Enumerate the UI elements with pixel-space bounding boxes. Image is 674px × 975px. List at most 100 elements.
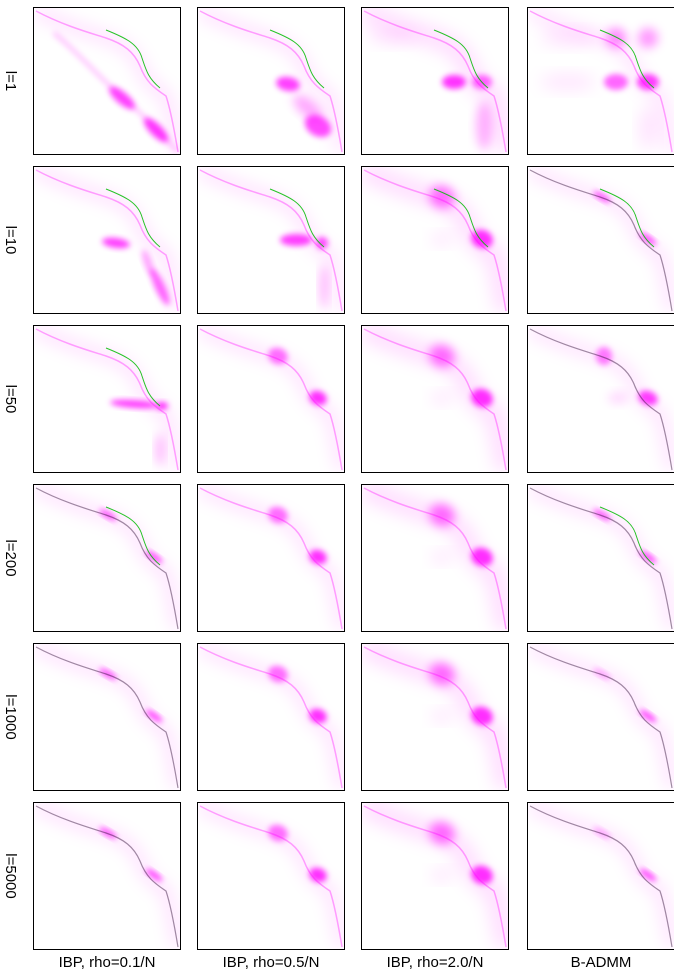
reference-curve: [599, 29, 655, 89]
density-plot: [528, 326, 674, 471]
plot-panel: [197, 643, 345, 791]
plot-panel: [33, 325, 181, 473]
mass-blob: [593, 191, 611, 203]
mass-blob: [309, 549, 327, 565]
haze-band: [198, 485, 344, 630]
mass-blob: [429, 344, 455, 368]
mass-blob: [639, 709, 657, 723]
plot-panel: [527, 166, 674, 314]
mass-blob: [110, 399, 158, 409]
mass-blob: [268, 506, 288, 524]
plot-panel: [361, 325, 509, 473]
haze-band: [198, 167, 344, 312]
haze-band: [34, 644, 180, 789]
transport-curve: [35, 646, 179, 789]
mass-blob: [102, 237, 130, 249]
plot-panel: [527, 802, 674, 950]
haze-band: [34, 326, 180, 471]
mass-blob: [99, 668, 117, 680]
transport-curve: [199, 646, 343, 789]
mass-blob: [268, 824, 288, 842]
mass-blob: [593, 668, 611, 680]
haze-band: [362, 167, 508, 313]
plot-panel: [33, 643, 181, 791]
density-plot: [528, 644, 674, 789]
reference-curve: [433, 29, 489, 89]
column-label: IBP, rho=0.1/N: [58, 954, 156, 971]
mass-blob: [540, 74, 596, 90]
mass-blob: [432, 869, 452, 881]
transport-curve: [529, 169, 673, 312]
density-plot: [34, 803, 180, 948]
row-label: l=200: [2, 539, 19, 577]
haze-band: [34, 167, 180, 312]
transport-curve: [35, 487, 179, 630]
transport-curve: [199, 487, 343, 630]
density-plot: [528, 167, 674, 312]
density-plot: [362, 485, 508, 631]
mass-blob: [141, 249, 155, 277]
mass-blob: [471, 706, 493, 726]
haze-band: [198, 644, 344, 789]
plot-panel: [33, 7, 181, 155]
plot-panel: [527, 7, 674, 155]
mass-blob: [604, 74, 628, 90]
haze-band: [362, 8, 508, 154]
mass-blob: [639, 868, 657, 882]
density-plot: [362, 8, 508, 154]
plot-panel: [197, 166, 345, 314]
mass-blob: [99, 827, 117, 839]
transport-curve: [199, 10, 343, 153]
mass-blob: [150, 268, 170, 306]
plot-panel: [361, 484, 509, 632]
transport-curve: [529, 646, 673, 789]
plot-panel: [527, 325, 674, 473]
mass-blob: [432, 710, 452, 722]
haze-band: [528, 485, 674, 630]
mass-blob: [156, 434, 164, 466]
column-label: B-ADMM: [570, 954, 632, 971]
reference-curve: [105, 506, 161, 566]
density-plot: [528, 8, 674, 153]
mass-blob: [471, 547, 493, 567]
density-plot: [34, 167, 180, 312]
plot-panel: [361, 166, 509, 314]
haze-band: [198, 803, 344, 948]
mass-blob: [276, 76, 300, 92]
reference-curve: [105, 29, 161, 89]
reference-curve: [433, 188, 489, 248]
reference-curve: [105, 347, 161, 407]
plot-panel: [33, 484, 181, 632]
reference-curve: [269, 188, 325, 248]
row-label: l=10: [2, 225, 19, 255]
mass-blob: [606, 28, 626, 48]
plot-panel: [197, 484, 345, 632]
mass-blob: [432, 551, 452, 563]
mass-blob: [540, 30, 596, 46]
mass-blob: [596, 347, 612, 365]
density-plot: [362, 803, 508, 949]
haze-band: [198, 326, 344, 471]
row-label: l=5000: [2, 853, 19, 899]
mass-blob: [442, 75, 466, 89]
haze-band: [362, 326, 508, 472]
column-label: IBP, rho=0.5/N: [222, 954, 320, 971]
row-label: l=1000: [2, 694, 19, 740]
density-plot: [34, 8, 180, 154]
mass-blob: [429, 185, 455, 209]
density-plot: [34, 326, 180, 471]
mass-blob: [432, 392, 452, 404]
mass-blob: [156, 402, 168, 410]
transport-curve: [363, 10, 507, 153]
mass-blob: [280, 234, 312, 246]
row-label: l=50: [2, 384, 19, 414]
haze-band: [34, 485, 180, 630]
mass-blob: [638, 390, 658, 406]
density-plot: [362, 644, 508, 790]
transport-curve: [363, 646, 507, 789]
transport-curve: [529, 10, 673, 153]
haze-band: [528, 167, 674, 312]
plot-panel: [197, 7, 345, 155]
mass-blob: [145, 709, 163, 723]
mass-blob: [429, 503, 455, 527]
